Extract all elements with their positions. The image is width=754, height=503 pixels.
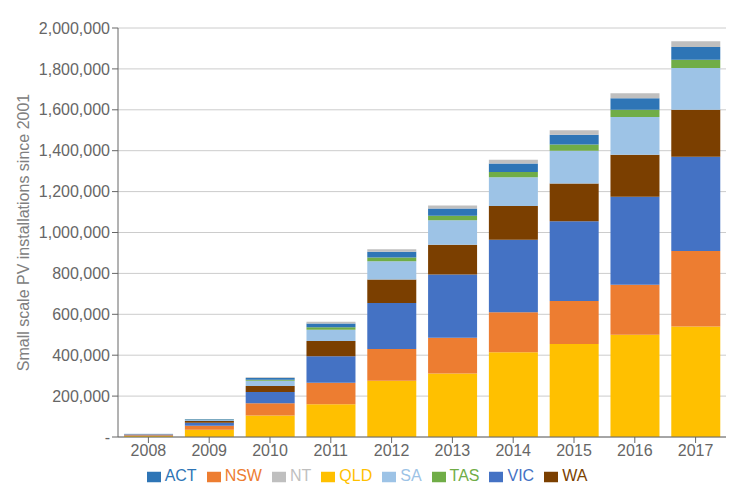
svg-text:2016: 2016 — [617, 442, 653, 459]
html-text:NSW: NSW — [224, 467, 262, 484]
svg-text:2011: 2011 — [314, 442, 349, 459]
svg-text:-: - — [105, 429, 110, 446]
html-text:SA: SA — [400, 467, 422, 484]
html-text:VIC: VIC — [507, 467, 535, 484]
svg-text:2017: 2017 — [678, 442, 714, 459]
svg-text:2,000,000: 2,000,000 — [39, 20, 110, 37]
svg-text:2015: 2015 — [556, 442, 592, 459]
svg-text:1,200,000: 1,200,000 — [39, 183, 110, 200]
svg-text:1,000,000: 1,000,000 — [39, 224, 110, 241]
html-text:QLD: QLD — [339, 467, 373, 484]
svg-text:800,000: 800,000 — [52, 265, 110, 282]
svg-text:1,600,000: 1,600,000 — [39, 101, 110, 118]
html-text:NT: NT — [290, 467, 312, 484]
svg-text:1,800,000: 1,800,000 — [39, 61, 110, 78]
svg-text:200,000: 200,000 — [52, 388, 110, 405]
svg-text:2014: 2014 — [495, 442, 531, 459]
html-text:TAS: TAS — [449, 467, 480, 484]
svg-text:2012: 2012 — [374, 442, 410, 459]
svg-text:2009: 2009 — [191, 442, 227, 459]
svg-text:2013: 2013 — [435, 442, 471, 459]
svg-text:400,000: 400,000 — [52, 347, 110, 364]
svg-text:1,400,000: 1,400,000 — [39, 142, 110, 159]
svg-text:600,000: 600,000 — [52, 306, 110, 323]
svg-text:Small scale PV installations s: Small scale PV installations since 2001 — [15, 94, 32, 372]
html-text:ACT: ACT — [164, 467, 197, 484]
svg-text:2008: 2008 — [131, 442, 167, 459]
html-text:WA: WA — [562, 467, 588, 484]
svg-text:2010: 2010 — [252, 442, 288, 459]
